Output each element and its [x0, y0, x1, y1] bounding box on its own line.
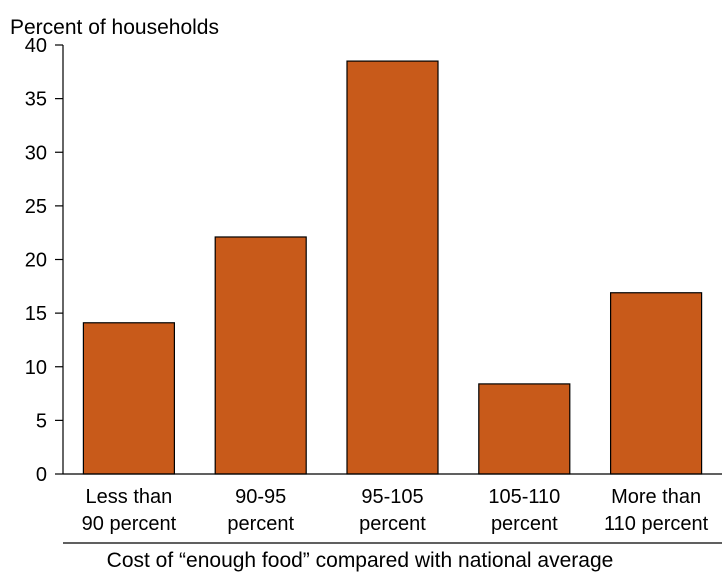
x-tick-label-3-1: percent: [491, 513, 558, 535]
x-tick-label-4-0: More than: [611, 486, 701, 508]
y-tick-label-4: 20: [25, 250, 47, 272]
bar-4: [609, 292, 703, 475]
y-tick-label-7: 35: [25, 89, 47, 111]
bar-2: [346, 60, 439, 475]
x-tick-label-3-0: 105-110: [488, 486, 560, 508]
bar-0: [82, 322, 176, 475]
x-tick-label-0-1: 90 percent: [82, 513, 177, 535]
bar-1: [214, 236, 307, 475]
x-tick-label-2-0: 95-105: [361, 486, 423, 508]
y-tick-label-8: 40: [25, 35, 47, 57]
y-tick-label-1: 5: [36, 410, 47, 432]
x-tick-label-4-1: 110 percent: [604, 513, 709, 535]
bar-3: [478, 383, 571, 475]
x-tick-label-1-1: percent: [227, 513, 294, 535]
y-tick-label-3: 15: [25, 303, 47, 325]
plot-area: 0 5 10 15 20 25 30 35 40 Less than 90 percent 90-95…: [25, 35, 722, 544]
y-tick-label-6: 30: [25, 142, 47, 164]
x-axis-title: Cost of “enough food” compared with nati…: [107, 549, 614, 572]
x-tick-label-0-0: Less than: [86, 486, 173, 508]
x-tick-label-1-0: 90-95: [235, 486, 286, 508]
y-tick-label-2: 10: [25, 357, 47, 379]
y-tick-label-0: 0: [36, 464, 47, 486]
y-tick-label-5: 25: [25, 196, 47, 218]
y-axis-title: Percent of households: [10, 16, 219, 39]
x-tick-label-2-1: percent: [359, 513, 426, 535]
